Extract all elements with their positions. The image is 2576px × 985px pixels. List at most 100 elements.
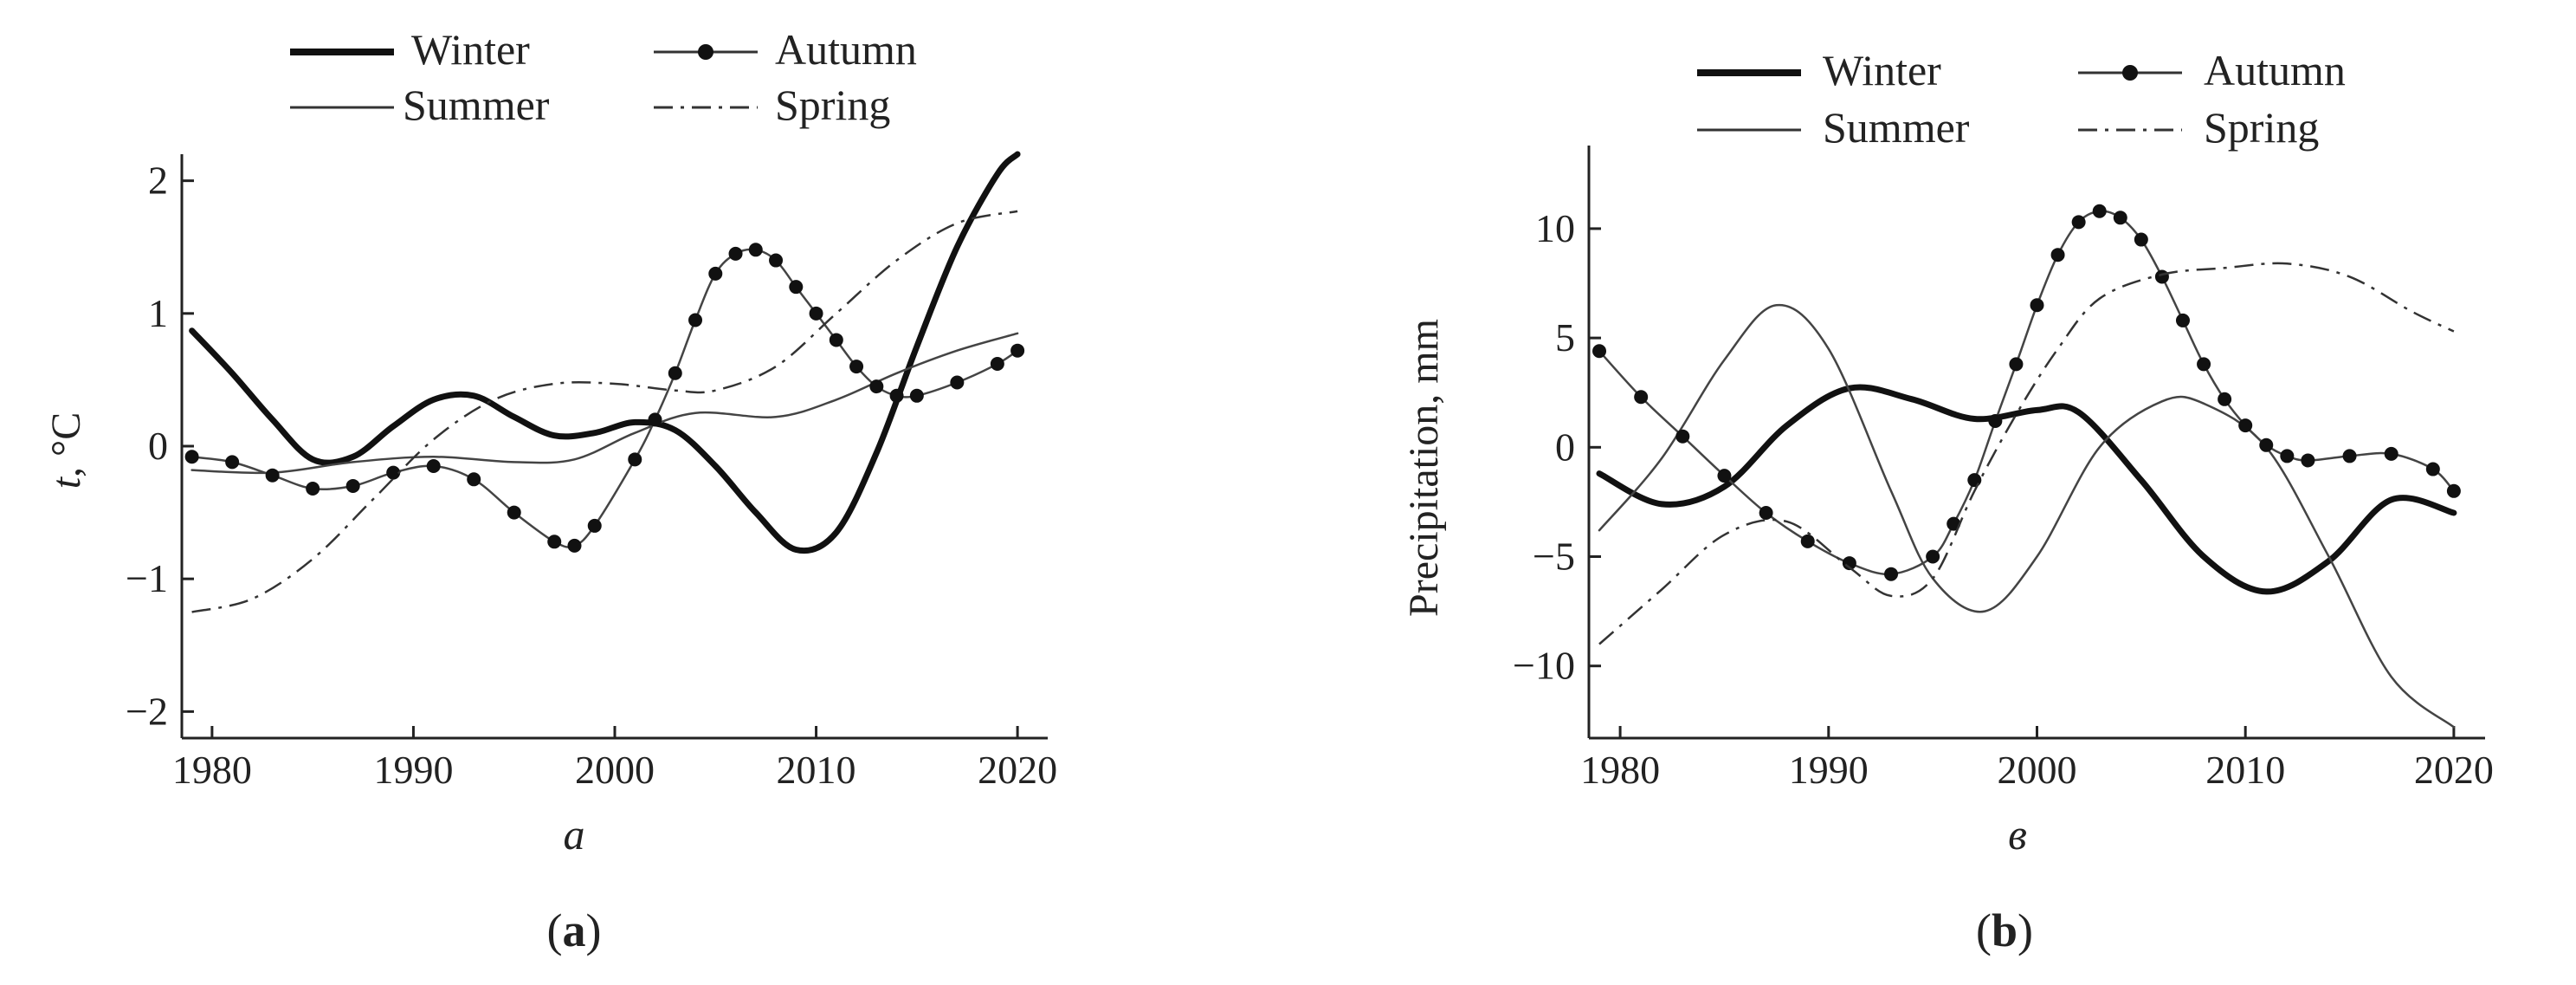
panel-a-ylabel: t, °C xyxy=(43,412,89,489)
legend-spring-label: Spring xyxy=(2204,103,2319,152)
series-autumn-point xyxy=(1592,344,1607,359)
series-autumn-point xyxy=(2342,449,2357,463)
panel-a-sublabel: a xyxy=(564,810,585,859)
x-tick-label: 2010 xyxy=(2205,748,2285,792)
series-autumn-point xyxy=(769,253,784,268)
y-tick-label: 5 xyxy=(1555,315,1575,360)
series-autumn-point xyxy=(728,246,743,261)
series-autumn-point xyxy=(1759,506,1773,521)
series-autumn-point xyxy=(345,478,360,493)
series-autumn-point xyxy=(467,472,481,487)
series-autumn-point xyxy=(184,450,199,464)
series-autumn-point xyxy=(2446,483,2461,498)
panel-a-legend: Winter Autumn Summer Spring xyxy=(290,25,917,129)
series-autumn-point xyxy=(567,538,582,553)
series-autumn-point xyxy=(1884,567,1899,581)
series-autumn-point xyxy=(547,535,562,549)
series-autumn-point xyxy=(2197,357,2211,372)
x-tick-label: 1980 xyxy=(172,748,252,792)
series-autumn-point xyxy=(507,505,521,520)
legend-autumn-marker xyxy=(698,44,713,60)
series-autumn-point xyxy=(426,458,441,473)
series-autumn-point xyxy=(265,468,280,483)
y-tick-label: −1 xyxy=(126,556,168,600)
series-autumn-point xyxy=(1634,390,1649,405)
series-autumn-point xyxy=(2134,232,2148,247)
series-autumn-point xyxy=(628,452,642,467)
panel-a: Winter Autumn Summer Spring 1980 1990 2000… xyxy=(43,25,1057,956)
series-autumn-point xyxy=(2259,437,2274,452)
y-tick-label: 1 xyxy=(148,291,168,335)
x-tick-label: 2000 xyxy=(1998,748,2077,792)
series-autumn-point xyxy=(1800,534,1815,548)
panel-a-ylabel-unit: , °C xyxy=(43,412,89,477)
y-tick-label: 10 xyxy=(1535,206,1575,250)
legend-autumn-label: Autumn xyxy=(775,25,917,74)
series-autumn-point xyxy=(688,313,703,327)
x-tick-label: 1980 xyxy=(1580,748,1660,792)
panel-b-legend: Winter Autumn Summer Spring xyxy=(1697,46,2346,152)
series-autumn-point xyxy=(1717,469,1732,483)
legend-winter-label: Winter xyxy=(1823,46,1941,94)
series-autumn-point xyxy=(1967,473,1982,488)
series-autumn-point xyxy=(789,280,804,295)
panel-a-plot: 1980 1990 2000 2010 2020 −2 −1 0 1 2 xyxy=(126,151,1057,792)
series-autumn-point xyxy=(587,518,602,533)
series-autumn-point xyxy=(869,379,884,394)
legend-autumn-marker xyxy=(2122,65,2138,81)
panel-a-ylabel-var: t xyxy=(43,476,89,489)
series-autumn-point xyxy=(1926,549,1940,564)
y-tick-label: 0 xyxy=(1555,424,1575,469)
legend-summer-label: Summer xyxy=(403,81,550,129)
x-tick-label: 1990 xyxy=(373,748,453,792)
series-summer-line xyxy=(1598,303,2456,729)
series-autumn-point xyxy=(2154,269,2169,284)
series-winter-line xyxy=(1596,384,2457,595)
series-autumn-point xyxy=(1010,343,1025,358)
series-autumn-point xyxy=(386,465,401,480)
legend-summer-label: Summer xyxy=(1823,103,1970,152)
series-autumn-point xyxy=(849,360,864,374)
y-tick-label: 0 xyxy=(148,424,168,468)
y-tick-label: −5 xyxy=(1533,535,1575,579)
series-autumn-point xyxy=(306,482,320,496)
panel-b-sublabel: в xyxy=(2008,810,2027,859)
series-autumn-point xyxy=(889,388,904,403)
series-autumn-point xyxy=(648,412,662,427)
series-autumn-point xyxy=(990,357,1004,372)
legend-winter-label: Winter xyxy=(411,25,530,74)
legend-autumn-label: Autumn xyxy=(2204,46,2346,94)
panel-b-caption: (b) xyxy=(1976,904,2033,956)
panel-b-ylabel: Precipitation, mm xyxy=(1401,319,1447,617)
series-autumn-point xyxy=(2113,211,2127,225)
series-autumn-point xyxy=(2238,418,2253,433)
series-spring-line xyxy=(1598,262,2455,645)
series-autumn-point xyxy=(2050,248,2065,262)
series-autumn-point xyxy=(1947,516,1961,531)
panel-a-caption: (a) xyxy=(547,904,602,956)
series-autumn-point xyxy=(829,333,843,347)
series-autumn-point xyxy=(2092,204,2107,218)
series-autumn-point xyxy=(1988,414,2003,429)
series-autumn-point xyxy=(2071,215,2086,230)
series-autumn-point xyxy=(708,266,723,281)
series-spring-line xyxy=(191,210,1018,613)
series-autumn-point xyxy=(1675,429,1690,444)
series-autumn-point xyxy=(2425,462,2440,476)
series-autumn-point xyxy=(2301,453,2315,468)
series-autumn-point xyxy=(909,388,924,403)
series-autumn-point xyxy=(748,243,763,257)
series-autumn-point xyxy=(225,455,240,470)
y-tick-label: −10 xyxy=(1513,644,1575,688)
series-autumn-point xyxy=(1842,556,1856,571)
series-autumn-point xyxy=(2384,446,2398,461)
series-autumn-line xyxy=(1598,210,2456,576)
x-tick-label: 2020 xyxy=(2414,748,2494,792)
y-tick-label: −2 xyxy=(126,689,168,733)
y-tick-label: 2 xyxy=(148,159,168,203)
series-summer-line xyxy=(190,332,1019,475)
series-autumn-point xyxy=(809,306,823,321)
series-autumn-point xyxy=(2175,313,2190,327)
series-autumn-point xyxy=(2030,298,2044,313)
